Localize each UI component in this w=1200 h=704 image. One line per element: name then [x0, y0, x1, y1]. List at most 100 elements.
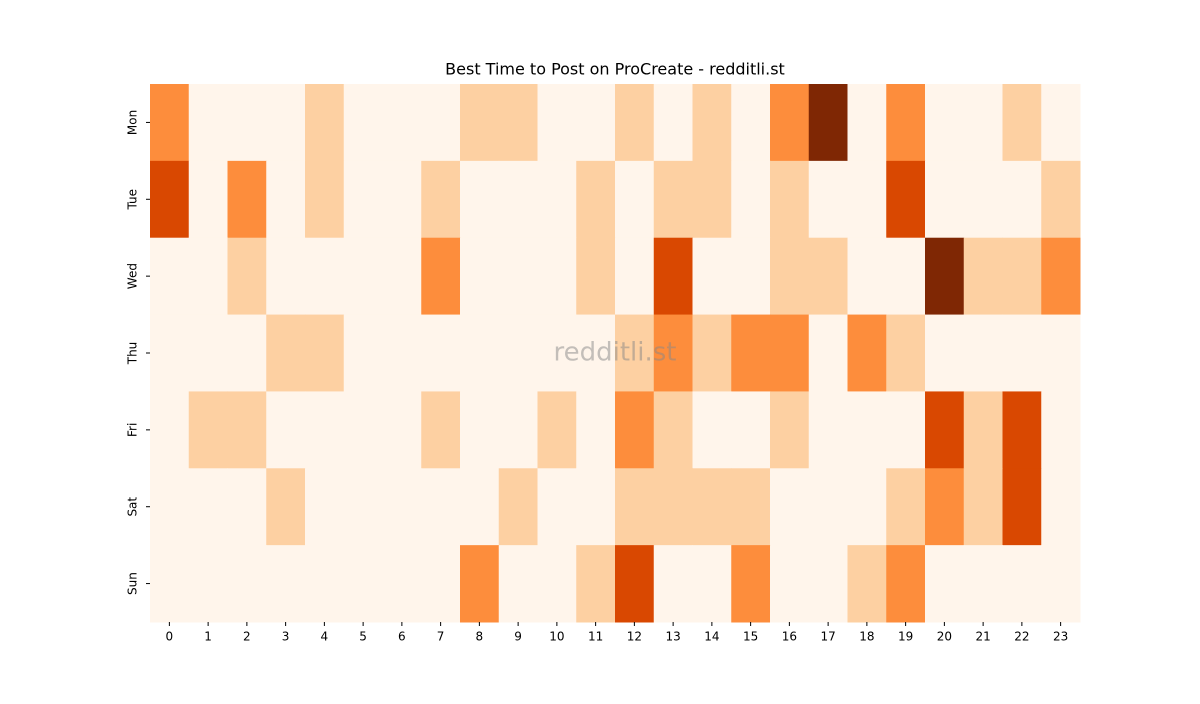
heat-cell: [498, 545, 538, 623]
heat-cell: [188, 160, 228, 239]
y-tick-label: Mon: [126, 110, 140, 135]
heat-cell: [188, 391, 228, 469]
x-tick-label: 19: [898, 630, 913, 644]
heat-cell: [615, 237, 655, 316]
heat-cell: [498, 391, 538, 469]
heat-cell: [847, 160, 887, 239]
heat-cell: [382, 314, 422, 392]
heat-cell: [382, 545, 422, 623]
heat-cell: [963, 314, 1003, 392]
heat-cell: [1041, 545, 1081, 623]
heat-cell: [847, 314, 887, 392]
heat-cell: [382, 391, 422, 469]
heat-cell: [305, 84, 345, 162]
heat-cell: [266, 545, 306, 623]
heat-cell: [305, 314, 345, 392]
heat-cell: [537, 545, 577, 623]
x-tick-label: 1: [204, 630, 212, 644]
heat-cell: [576, 237, 616, 316]
heat-cell: [925, 391, 965, 469]
y-tick-label: Thu: [126, 342, 140, 366]
x-tick-label: 5: [359, 630, 367, 644]
x-tick-label: 22: [1014, 630, 1029, 644]
heat-cell: [188, 237, 228, 316]
heat-cell: [460, 468, 500, 546]
heat-cell: [305, 391, 345, 469]
x-tick-label: 11: [588, 630, 603, 644]
heat-cell: [808, 391, 848, 469]
heat-cell: [150, 314, 190, 392]
x-tick-label: 7: [437, 630, 445, 644]
heat-cell: [615, 391, 655, 469]
heat-cell: [963, 468, 1003, 546]
heat-cell: [150, 468, 190, 546]
heat-cell: [305, 545, 345, 623]
heat-cell: [1002, 391, 1042, 469]
heat-cell: [615, 160, 655, 239]
heat-cell: [227, 545, 267, 623]
heat-cell: [731, 237, 771, 316]
heat-cell: [653, 391, 693, 469]
heat-cell: [1041, 468, 1081, 546]
heat-cell: [537, 468, 577, 546]
heat-cell: [188, 545, 228, 623]
watermark: redditli.st: [554, 338, 677, 368]
heat-cell: [227, 160, 267, 239]
heat-cell: [1041, 237, 1081, 316]
heat-cell: [925, 160, 965, 239]
x-tick-label: 2: [243, 630, 251, 644]
heat-cell: [1002, 237, 1042, 316]
heat-cell: [460, 314, 500, 392]
heat-cell: [382, 468, 422, 546]
y-tick-label: Fri: [126, 423, 140, 437]
heat-cell: [615, 314, 655, 392]
heat-cell: [305, 237, 345, 316]
heat-cell: [653, 468, 693, 546]
y-tick-label: Tue: [126, 189, 140, 211]
heat-cell: [1002, 314, 1042, 392]
heat-cell: [963, 237, 1003, 316]
heat-cell: [576, 545, 616, 623]
heat-cell: [537, 237, 577, 316]
heat-cell: [576, 391, 616, 469]
heat-cell: [421, 237, 461, 316]
heat-cell: [227, 468, 267, 546]
heat-cell: [576, 314, 616, 392]
heat-cell: [305, 160, 345, 239]
heat-cell: [770, 314, 810, 392]
heat-cell: [188, 314, 228, 392]
heat-cell: [731, 314, 771, 392]
heat-cell: [963, 84, 1003, 162]
y-tick-label: Sun: [126, 572, 140, 595]
heat-cell: [808, 314, 848, 392]
heat-cell: [266, 391, 306, 469]
heat-cell: [847, 545, 887, 623]
heat-cell: [770, 468, 810, 546]
x-tick-label: 12: [627, 630, 642, 644]
heat-cell: [266, 160, 306, 239]
heat-cell: [847, 237, 887, 316]
heat-cell: [498, 468, 538, 546]
x-tick-label: 17: [820, 630, 835, 644]
heat-cell: [1002, 84, 1042, 162]
heat-cell: [266, 314, 306, 392]
heat-cell: [808, 545, 848, 623]
x-tick-label: 8: [476, 630, 484, 644]
heat-cell: [925, 545, 965, 623]
heat-cell: [1002, 468, 1042, 546]
y-tick-label: Wed: [126, 263, 140, 289]
heat-cell: [615, 84, 655, 162]
heat-cell: [731, 545, 771, 623]
y-tick-label: Sat: [126, 497, 140, 517]
heat-cell: [770, 160, 810, 239]
heat-cell: [925, 84, 965, 162]
heat-cell: [382, 237, 422, 316]
heat-cell: [343, 545, 383, 623]
heat-cell: [305, 468, 345, 546]
heat-cell: [692, 84, 732, 162]
heat-cell: [421, 314, 461, 392]
heat-cell: [537, 160, 577, 239]
x-tick-label: 15: [743, 630, 758, 644]
heat-cell: [770, 84, 810, 162]
x-tick-label: 23: [1053, 630, 1068, 644]
